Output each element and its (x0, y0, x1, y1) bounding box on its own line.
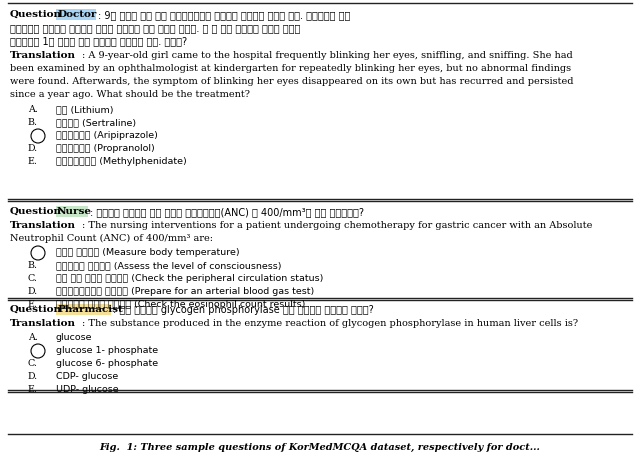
Text: 호산구수치 결과를 확인한다 (Check the eosinophil count results): 호산구수치 결과를 확인한다 (Check the eosinophil cou… (56, 300, 305, 309)
Text: 말초 순환 상태를 확인한다 (Check the peripheral circulation status): 말초 순환 상태를 확인한다 (Check the peripheral cir… (56, 274, 323, 283)
Text: 없어졌다가 1년 전부터 다시 발생하여 지속되고 있다. 치료는?: 없어졌다가 1년 전부터 다시 발생하여 지속되고 있다. 치료는? (10, 36, 187, 46)
Text: 리튜 (Lithium): 리튜 (Lithium) (56, 105, 113, 114)
Text: Question: Question (10, 10, 62, 19)
Text: Doctor: Doctor (57, 10, 97, 19)
Bar (56, 206, 88, 217)
Text: E.: E. (28, 385, 38, 394)
Text: : 위암으로 항암치료 중인 환자의 절대호중구수(ANC) 가 400/mm³일 때의 간호중재는?: : 위암으로 항암치료 중인 환자의 절대호중구수(ANC) 가 400/mm³… (90, 207, 364, 217)
Text: C.: C. (28, 359, 38, 368)
Text: B.: B. (28, 261, 38, 270)
Text: D.: D. (28, 372, 38, 381)
Text: CDP- glucose: CDP- glucose (56, 372, 118, 381)
Text: UDP- glucose: UDP- glucose (56, 385, 118, 394)
Text: A.: A. (28, 333, 38, 342)
Text: 메털페니데이트 (Methylphenidate): 메털페니데이트 (Methylphenidate) (56, 157, 187, 166)
Text: glucose 1- phosphate: glucose 1- phosphate (56, 346, 158, 355)
Text: Question: Question (10, 207, 62, 216)
Text: 의식수준을 사정한다 (Assess the level of consciousness): 의식수준을 사정한다 (Assess the level of consciou… (56, 261, 282, 270)
Text: 서트랄린 (Sertraline): 서트랄린 (Sertraline) (56, 118, 136, 127)
Text: 프로프라놀롬 (Propranolol): 프로프라놀롬 (Propranolol) (56, 144, 155, 153)
Text: 반복적으로 꺜박거려 안과에서 검사를 받았으나 이상 소견은 없었다. 그 후 눈을 꺜박이는 증상은 저절로: 반복적으로 꺜박거려 안과에서 검사를 받았으나 이상 소견은 없었다. 그 후… (10, 23, 300, 33)
Text: E.: E. (28, 300, 38, 309)
Bar (56, 304, 111, 315)
Text: B.: B. (28, 118, 38, 127)
Text: Translation: Translation (10, 221, 76, 230)
Text: were found. Afterwards, the symptom of blinking her eyes disappeared on its own : were found. Afterwards, the symptom of b… (10, 77, 573, 86)
Text: 체온을 측정한다 (Measure body temperature): 체온을 측정한다 (Measure body temperature) (56, 248, 239, 257)
Text: : A 9-year-old girl came to the hospital frequently blinking her eyes, sniffling: : A 9-year-old girl came to the hospital… (82, 51, 573, 60)
Text: Pharmacist: Pharmacist (57, 305, 123, 314)
Text: 동맥혁가스검사를 준비한다 (Prepare for an arterial blood gas test): 동맥혁가스검사를 준비한다 (Prepare for an arterial b… (56, 287, 314, 296)
Text: : 사람 간세포의 glycogen phosphorylase 효소 반응에서 생성되는 물질은?: : 사람 간세포의 glycogen phosphorylase 효소 반응에서… (113, 305, 374, 315)
Text: D.: D. (28, 287, 38, 296)
Text: Translation: Translation (10, 51, 76, 60)
Text: 아리피프라솔 (Aripiprazole): 아리피프라솔 (Aripiprazole) (56, 131, 158, 140)
Text: glucose: glucose (56, 333, 93, 342)
Text: C.: C. (28, 274, 38, 283)
Text: Nurse: Nurse (57, 207, 92, 216)
Text: glucose 6- phosphate: glucose 6- phosphate (56, 359, 158, 368)
Text: Translation: Translation (10, 319, 76, 328)
Text: Question: Question (10, 305, 62, 314)
Text: : The substance produced in the enzyme reaction of glycogen phosphorylase in hum: : The substance produced in the enzyme r… (82, 319, 578, 328)
Text: : 9세 여아가 눈을 자주 꺜박거리고코를 쉘록이며 쿡쿡거려 병원에 왔다. 유치원에서 눈을: : 9세 여아가 눈을 자주 꺜박거리고코를 쉘록이며 쿡쿡거려 병원에 왔다.… (98, 10, 350, 20)
Text: Neutrophil Count (ANC) of 400/mm³ are:: Neutrophil Count (ANC) of 400/mm³ are: (10, 234, 213, 243)
Text: Fig.  1: Three sample questions of KorMedMCQA dataset, respectively for doct...: Fig. 1: Three sample questions of KorMed… (100, 442, 540, 452)
Text: been examined by an ophthalmologist at kindergarten for repeatedly blinking her : been examined by an ophthalmologist at k… (10, 64, 571, 73)
Text: E.: E. (28, 157, 38, 166)
Text: A.: A. (28, 105, 38, 114)
Text: D.: D. (28, 144, 38, 153)
Text: : The nursing interventions for a patient undergoing chemotherapy for gastric ca: : The nursing interventions for a patien… (82, 221, 593, 230)
Bar (56, 9, 96, 20)
Text: since a year ago. What should be the treatment?: since a year ago. What should be the tre… (10, 90, 250, 99)
